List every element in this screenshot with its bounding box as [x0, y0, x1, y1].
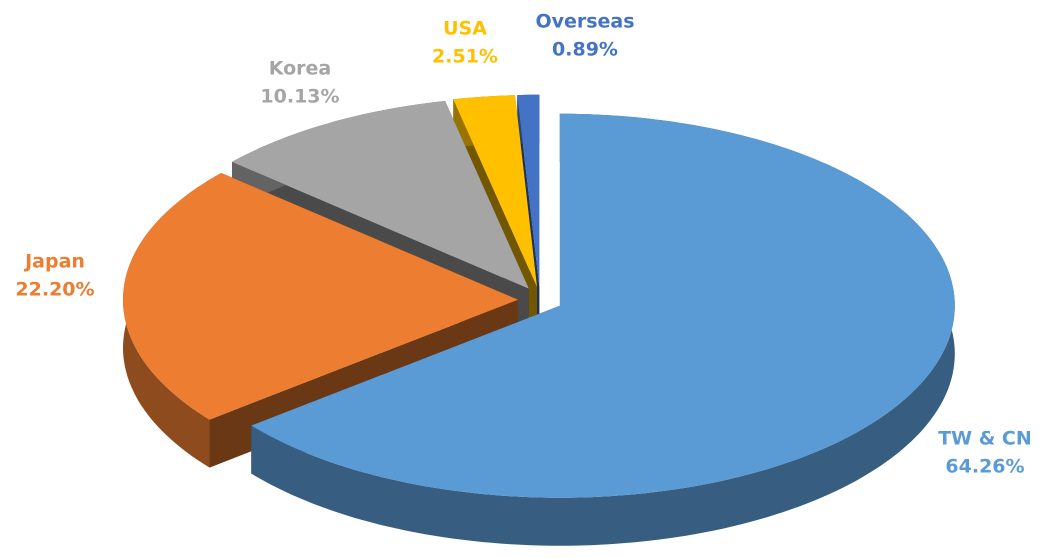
slice	[251, 113, 955, 498]
category-label: Overseas	[535, 11, 634, 33]
category-label: Korea	[269, 58, 332, 80]
slice-outer-wall	[251, 113, 955, 546]
value-label: 2.51%	[432, 46, 498, 68]
category-label: Japan	[23, 251, 85, 273]
slice	[123, 173, 518, 420]
value-label: 64.26%	[945, 456, 1024, 478]
value-label: 0.89%	[552, 39, 618, 61]
category-label: TW & CN	[938, 428, 1032, 450]
value-label: 22.20%	[15, 279, 94, 301]
slice	[232, 101, 529, 289]
slice	[453, 95, 537, 287]
slice	[517, 94, 540, 287]
value-label: 10.13%	[260, 86, 339, 108]
category-label: USA	[443, 18, 487, 40]
